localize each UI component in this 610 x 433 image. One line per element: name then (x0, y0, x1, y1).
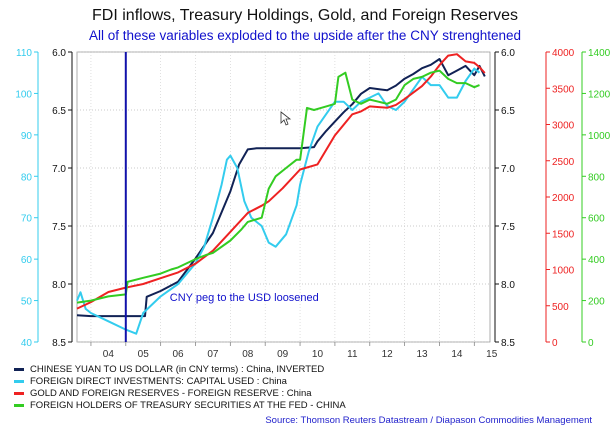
cny_r-tick-label: 7.0 (501, 164, 515, 175)
reserves-tick-label: 2500 (552, 157, 575, 168)
annotation: CNY peg to the USD loosened (124, 52, 319, 342)
x-tick-label: 04 (103, 349, 115, 360)
x-tick-label: 14 (451, 349, 463, 360)
cny-tick-label: 6.0 (52, 48, 66, 59)
series-line-0 (76, 58, 486, 318)
legend-swatch (14, 391, 24, 395)
treasury-tick-label: 1200 (588, 89, 610, 100)
fdi-tick-label: 90 (21, 131, 33, 142)
fdi-tick-label: 100 (15, 89, 32, 100)
x-tick-label: 08 (242, 349, 254, 360)
cny-tick-label: 7.5 (52, 222, 66, 233)
series-lines (76, 53, 486, 335)
annotation-label: CNY peg to the USD loosened (170, 292, 319, 304)
x-tick-label: 12 (382, 349, 394, 360)
cny-tick-label: 7.0 (52, 164, 66, 175)
cny-tick-label: 8.0 (52, 280, 66, 291)
legend-item-fdi: FOREIGN DIRECT INVESTMENTS: CAPITAL USED… (14, 375, 574, 387)
fdi-tick-label: 40 (21, 338, 33, 349)
fdi-tick-label: 80 (21, 172, 33, 183)
legend: CHINESE YUAN TO US DOLLAR (in CNY terms)… (14, 363, 574, 411)
treasury-tick-label: 400 (588, 255, 605, 266)
legend-item-treasury: FOREIGN HOLDERS OF TREASURY SECURITIES A… (14, 399, 574, 411)
cny_r-tick-label: 6.0 (501, 48, 515, 59)
fdi-tick-label: 110 (16, 48, 32, 59)
treasury-tick-label: 600 (588, 214, 605, 225)
reserves-tick-label: 500 (552, 302, 569, 313)
reserves-tick-label: 3000 (552, 121, 575, 132)
reserves-tick-label: 3500 (552, 84, 575, 95)
legend-label: CHINESE YUAN TO US DOLLAR (in CNY terms)… (30, 363, 325, 375)
reserves-tick-label: 1500 (552, 229, 575, 240)
fdi-tick-label: 60 (21, 255, 33, 266)
x-tick-label: 10 (312, 349, 324, 360)
cny-tick-label: 8.5 (52, 338, 66, 349)
x-tick-label: 15 (486, 349, 498, 360)
x-tick-label: 11 (347, 349, 358, 360)
fdi-tick-label: 70 (21, 214, 33, 225)
treasury-tick-label: 0 (588, 338, 594, 349)
legend-item-reserves: GOLD AND FOREIGN RESERVES - FOREIGN RESE… (14, 387, 574, 399)
legend-swatch (14, 403, 24, 407)
axes: 04 05 06 07 08 09 10 11 12 13 14 15 40 50 60 70 80 90 100 1… (15, 48, 610, 360)
cny_r-tick-label: 8.0 (501, 280, 515, 291)
series-line-2 (76, 53, 486, 310)
source-note: Source: Thomson Reuters Datastream / Dia… (265, 415, 592, 426)
reserves-tick-label: 1000 (552, 266, 575, 277)
x-tick-label: 05 (138, 349, 150, 360)
x-tick-label: 13 (416, 349, 428, 360)
reserves-tick-label: 4000 (552, 48, 575, 59)
fdi-tick-label: 50 (21, 297, 33, 308)
x-tick-label: 07 (207, 349, 219, 360)
legend-swatch (14, 379, 24, 383)
cny-tick-label: 6.5 (52, 106, 66, 117)
chart-title: FDI inflows, Treasury Holdings, Gold, an… (92, 7, 518, 24)
x-tick-label: 09 (277, 349, 289, 360)
legend-item-cny: CHINESE YUAN TO US DOLLAR (in CNY terms)… (14, 363, 574, 375)
series-line-3 (76, 69, 480, 304)
legend-label: FOREIGN HOLDERS OF TREASURY SECURITIES A… (30, 399, 346, 411)
cny_r-tick-label: 8.5 (501, 338, 515, 349)
mouse-cursor-icon (280, 111, 292, 126)
legend-swatch (14, 367, 24, 371)
treasury-tick-label: 1000 (588, 131, 610, 142)
x-tick-label: 06 (173, 349, 185, 360)
reserves-tick-label: 0 (552, 338, 558, 349)
treasury-tick-label: 800 (588, 172, 605, 183)
cny_r-tick-label: 7.5 (501, 222, 515, 233)
plot-frame (76, 51, 491, 343)
treasury-tick-label: 200 (588, 297, 605, 308)
chart-subtitle: All of these variables exploded to the u… (89, 28, 521, 43)
cny_r-tick-label: 6.5 (501, 106, 515, 117)
series-line-1 (76, 67, 481, 335)
legend-label: GOLD AND FOREIGN RESERVES - FOREIGN RESE… (30, 387, 312, 399)
treasury-tick-label: 1400 (588, 48, 610, 59)
reserves-tick-label: 2000 (552, 193, 575, 204)
legend-label: FOREIGN DIRECT INVESTMENTS: CAPITAL USED… (30, 375, 287, 387)
